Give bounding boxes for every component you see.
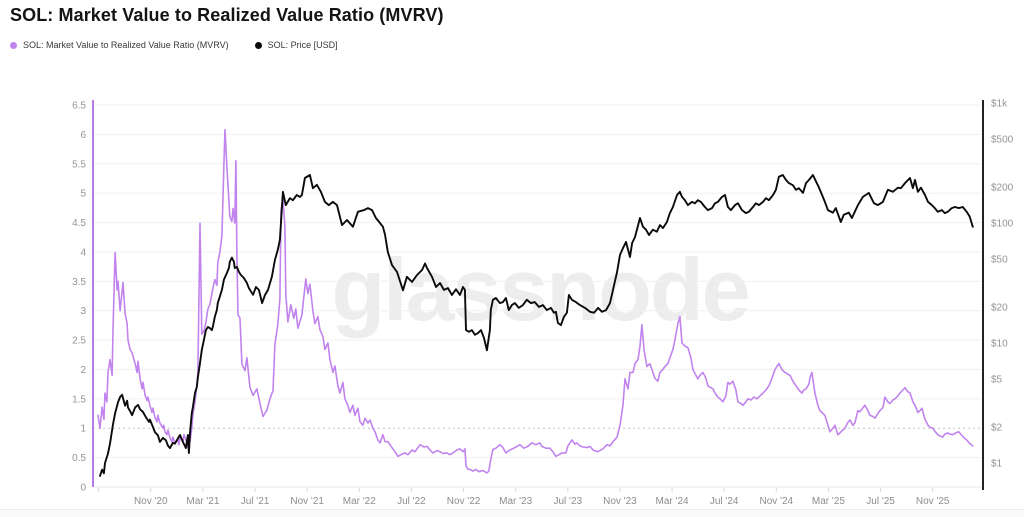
x-tick-label: Jul '23 <box>553 496 582 507</box>
right-axis-tick-label: $5 <box>991 375 1003 386</box>
x-tick-label: Mar '23 <box>499 496 532 507</box>
right-axis-tick-label: $20 <box>991 302 1008 313</box>
page-title: SOL: Market Value to Realized Value Rati… <box>10 5 444 25</box>
right-axis-tick-label: $100 <box>991 219 1014 230</box>
left-axis-tick-label: 4 <box>80 247 86 258</box>
x-tick-label: Mar '24 <box>656 496 689 507</box>
left-axis-tick-label: 3 <box>80 306 86 317</box>
x-tick-label: Mar '25 <box>812 496 845 507</box>
left-axis-tick-label: 4.5 <box>72 218 86 229</box>
x-tick-label: Nov '20 <box>134 496 168 507</box>
left-axis-tick-label: 0.5 <box>72 453 86 464</box>
legend-label-price: SOL: Price [USD] <box>267 40 338 50</box>
axis-labels: Nov '20 Mar '21 Jul '21 Nov '21 Mar '22 Jul '… <box>72 99 1014 508</box>
legend-item-price[interactable]: SOL: Price [USD] <box>254 40 338 50</box>
glassnode-watermark: glassnode <box>331 240 748 339</box>
right-axis-tick-label: $2 <box>991 422 1003 433</box>
x-tick-label: Nov '25 <box>916 496 950 507</box>
axes <box>92 100 984 490</box>
x-tick-label: Jul '22 <box>397 496 426 507</box>
price-series-swatch-icon <box>254 42 262 49</box>
legend: SOL: Market Value to Realized Value Rati… <box>10 41 364 50</box>
x-tick-label: Mar '22 <box>343 496 376 507</box>
right-axis-tick-label: $500 <box>991 135 1014 146</box>
right-axis-tick-label: $200 <box>991 182 1014 193</box>
x-tick-label: Jul '25 <box>866 496 895 507</box>
left-axis-tick-label: 5 <box>80 189 86 200</box>
left-axis-tick-label: 5.5 <box>72 159 86 170</box>
legend-label-mvrv: SOL: Market Value to Realized Value Rati… <box>23 40 229 50</box>
gridlines <box>93 104 983 488</box>
left-axis-tick-label: 0 <box>80 483 86 494</box>
right-axis-tick-label: $50 <box>991 255 1008 266</box>
left-axis-tick-label: 3.5 <box>72 277 86 288</box>
x-tick-label: Nov '24 <box>760 496 794 507</box>
x-tick-label: Nov '22 <box>447 496 481 507</box>
card-bottom-border <box>0 509 1024 517</box>
x-tick-label: Mar '21 <box>186 496 219 507</box>
series-lines <box>97 128 974 477</box>
price-line[interactable] <box>99 174 974 477</box>
legend-item-mvrv[interactable]: SOL: Market Value to Realized Value Rati… <box>10 41 229 50</box>
x-tick-label: Jul '24 <box>710 496 739 507</box>
x-tick-label: Nov '23 <box>603 496 637 507</box>
right-axis-tick-label: $1k <box>991 99 1008 110</box>
left-axis-tick-label: 2.5 <box>72 336 86 347</box>
mvrv-series-swatch-icon <box>10 42 17 49</box>
right-axis-tick-label: $1 <box>991 459 1003 470</box>
left-axis-tick-label: 2 <box>80 365 86 376</box>
left-axis-tick-label: 1.5 <box>72 394 86 405</box>
left-axis-tick-label: 6.5 <box>72 101 86 112</box>
left-axis-tick-label: 1 <box>80 424 86 435</box>
mvrv-line[interactable] <box>97 128 974 474</box>
x-tick-label: Jul '21 <box>241 496 270 507</box>
x-tick-label: Nov '21 <box>290 496 324 507</box>
right-axis-tick-label: $10 <box>991 339 1008 350</box>
left-axis-tick-label: 6 <box>80 130 86 141</box>
